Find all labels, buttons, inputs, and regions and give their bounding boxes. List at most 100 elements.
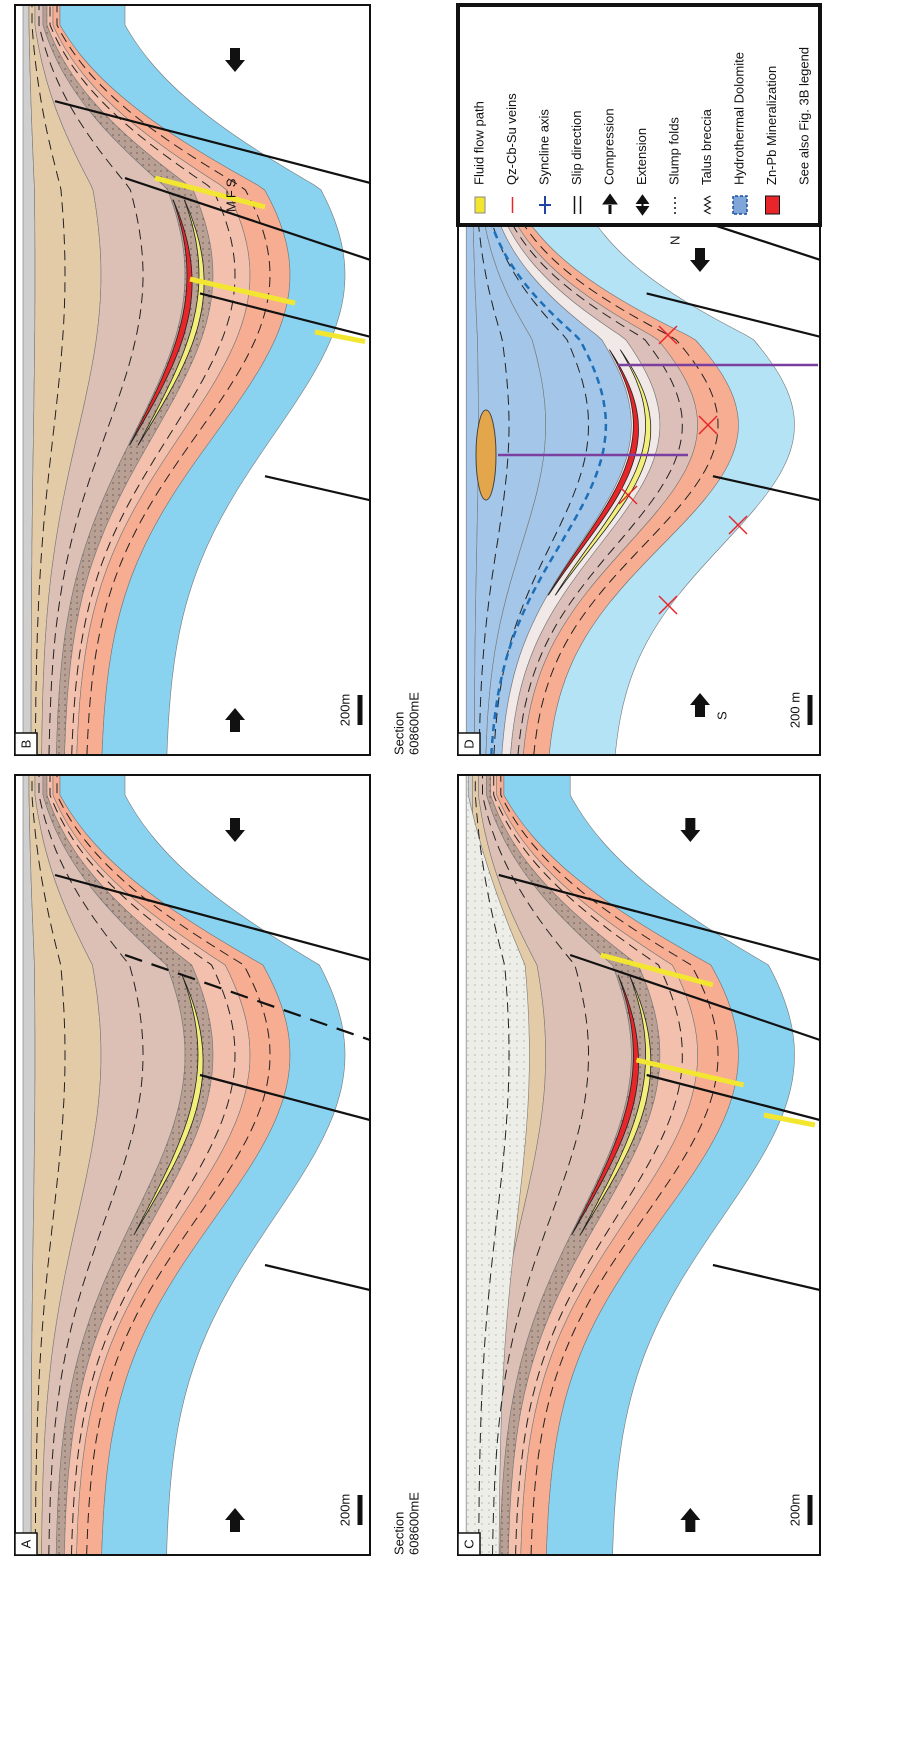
layer xyxy=(59,775,346,1555)
legend-label: Slump folds xyxy=(666,117,681,185)
bed-line xyxy=(493,775,683,1555)
direction-label: S xyxy=(714,711,729,720)
legend-icon xyxy=(539,196,551,214)
legend-icon xyxy=(573,196,582,214)
scale-label: 200m xyxy=(337,694,352,727)
fault xyxy=(264,1263,370,1292)
scale-label: 200m xyxy=(337,1494,352,1527)
bed-line xyxy=(482,775,589,1555)
legend-icon xyxy=(635,194,650,216)
section-label: 608600mE xyxy=(406,1492,421,1555)
legend-label: Hydrothermal Dolomite xyxy=(731,52,746,185)
bed-line xyxy=(38,775,144,1555)
lens xyxy=(554,349,652,596)
legend-label: Talus breccia xyxy=(699,108,714,185)
panel-label-box xyxy=(14,1532,38,1556)
bed-line xyxy=(49,775,236,1555)
geology xyxy=(15,775,370,1555)
panel-frame xyxy=(457,774,821,1556)
panel-label: D xyxy=(461,739,476,748)
fault xyxy=(646,1073,820,1122)
vein-x xyxy=(618,485,638,505)
lens xyxy=(137,199,205,446)
bed-line xyxy=(56,5,271,755)
legend-icon xyxy=(474,196,486,214)
legend-label: See also Fig. 3B legend xyxy=(796,47,811,185)
layer xyxy=(59,5,346,755)
panel: C 200m xyxy=(457,774,821,1556)
fault xyxy=(54,873,370,962)
direction-label: N xyxy=(667,236,682,245)
bed-line xyxy=(493,5,683,755)
fault xyxy=(54,100,370,184)
movement-arrow xyxy=(690,693,710,717)
panel-label: B xyxy=(18,740,33,749)
bed-line xyxy=(38,5,144,755)
fluid-path xyxy=(635,1057,745,1088)
lens xyxy=(547,349,639,596)
panel-label-box xyxy=(457,1532,481,1556)
vein-x xyxy=(728,515,748,535)
legend-label: Fluid flow path xyxy=(471,101,486,185)
panel-label: C xyxy=(461,1539,476,1548)
fault xyxy=(498,873,820,962)
movement-arrow xyxy=(680,1508,701,1532)
lens xyxy=(128,199,193,446)
legend-box xyxy=(456,3,822,227)
bed-line xyxy=(482,5,590,755)
panel-frame xyxy=(14,774,371,1556)
bed-line xyxy=(31,5,66,755)
legend-icon xyxy=(765,195,780,215)
scale-label: 200 m xyxy=(787,692,802,728)
movement-arrow xyxy=(225,48,245,72)
movement-arrow xyxy=(225,708,245,732)
fault xyxy=(124,177,370,261)
layer xyxy=(503,775,795,1555)
movement-arrow xyxy=(225,818,245,842)
legend-icon xyxy=(703,195,712,215)
geology xyxy=(458,775,820,1555)
fault xyxy=(264,475,370,502)
fault xyxy=(712,475,820,502)
annotation: MFS xyxy=(223,176,238,212)
movement-arrow xyxy=(225,1508,245,1532)
movement-arrow xyxy=(690,248,710,272)
vein-x xyxy=(698,415,718,435)
fluid-path xyxy=(600,952,714,988)
section-label: Section xyxy=(391,1512,406,1555)
fault xyxy=(199,1073,370,1122)
fluid-path xyxy=(154,175,266,210)
fluid-path xyxy=(189,276,296,306)
fault xyxy=(569,953,820,1042)
legend: Fluid flow path Qz-Cb-Su veins Syncline ax… xyxy=(456,3,822,227)
legend-label: Qz-Cb-Su veins xyxy=(504,93,519,185)
bed-line xyxy=(31,775,66,1555)
fault xyxy=(124,953,370,1042)
scale-label: 200m xyxy=(787,1494,802,1527)
movement-arrow xyxy=(680,818,701,842)
bed-line xyxy=(474,775,510,1555)
panel-label-box xyxy=(14,732,38,756)
bed-line xyxy=(56,775,271,1555)
legend-icon xyxy=(602,193,618,214)
vein-x xyxy=(658,325,678,345)
fault xyxy=(199,292,370,338)
layer xyxy=(465,775,530,1555)
section-label: 608600mE xyxy=(406,692,421,755)
fluid-path xyxy=(763,1112,816,1128)
legend-icon xyxy=(732,195,748,215)
talus xyxy=(475,409,497,501)
panel-label: A xyxy=(18,1539,33,1548)
fault xyxy=(646,292,820,338)
panel-frame xyxy=(14,4,371,756)
fluid-path xyxy=(314,329,366,344)
legend-label: Zn-Pb Mineralization xyxy=(764,66,779,185)
legend-label: Syncline axis xyxy=(536,109,551,185)
lens xyxy=(571,974,639,1236)
bed-line xyxy=(500,775,719,1555)
bed-line xyxy=(49,5,236,755)
legend-label: Compression xyxy=(601,108,616,185)
panel-label-box xyxy=(457,732,481,756)
